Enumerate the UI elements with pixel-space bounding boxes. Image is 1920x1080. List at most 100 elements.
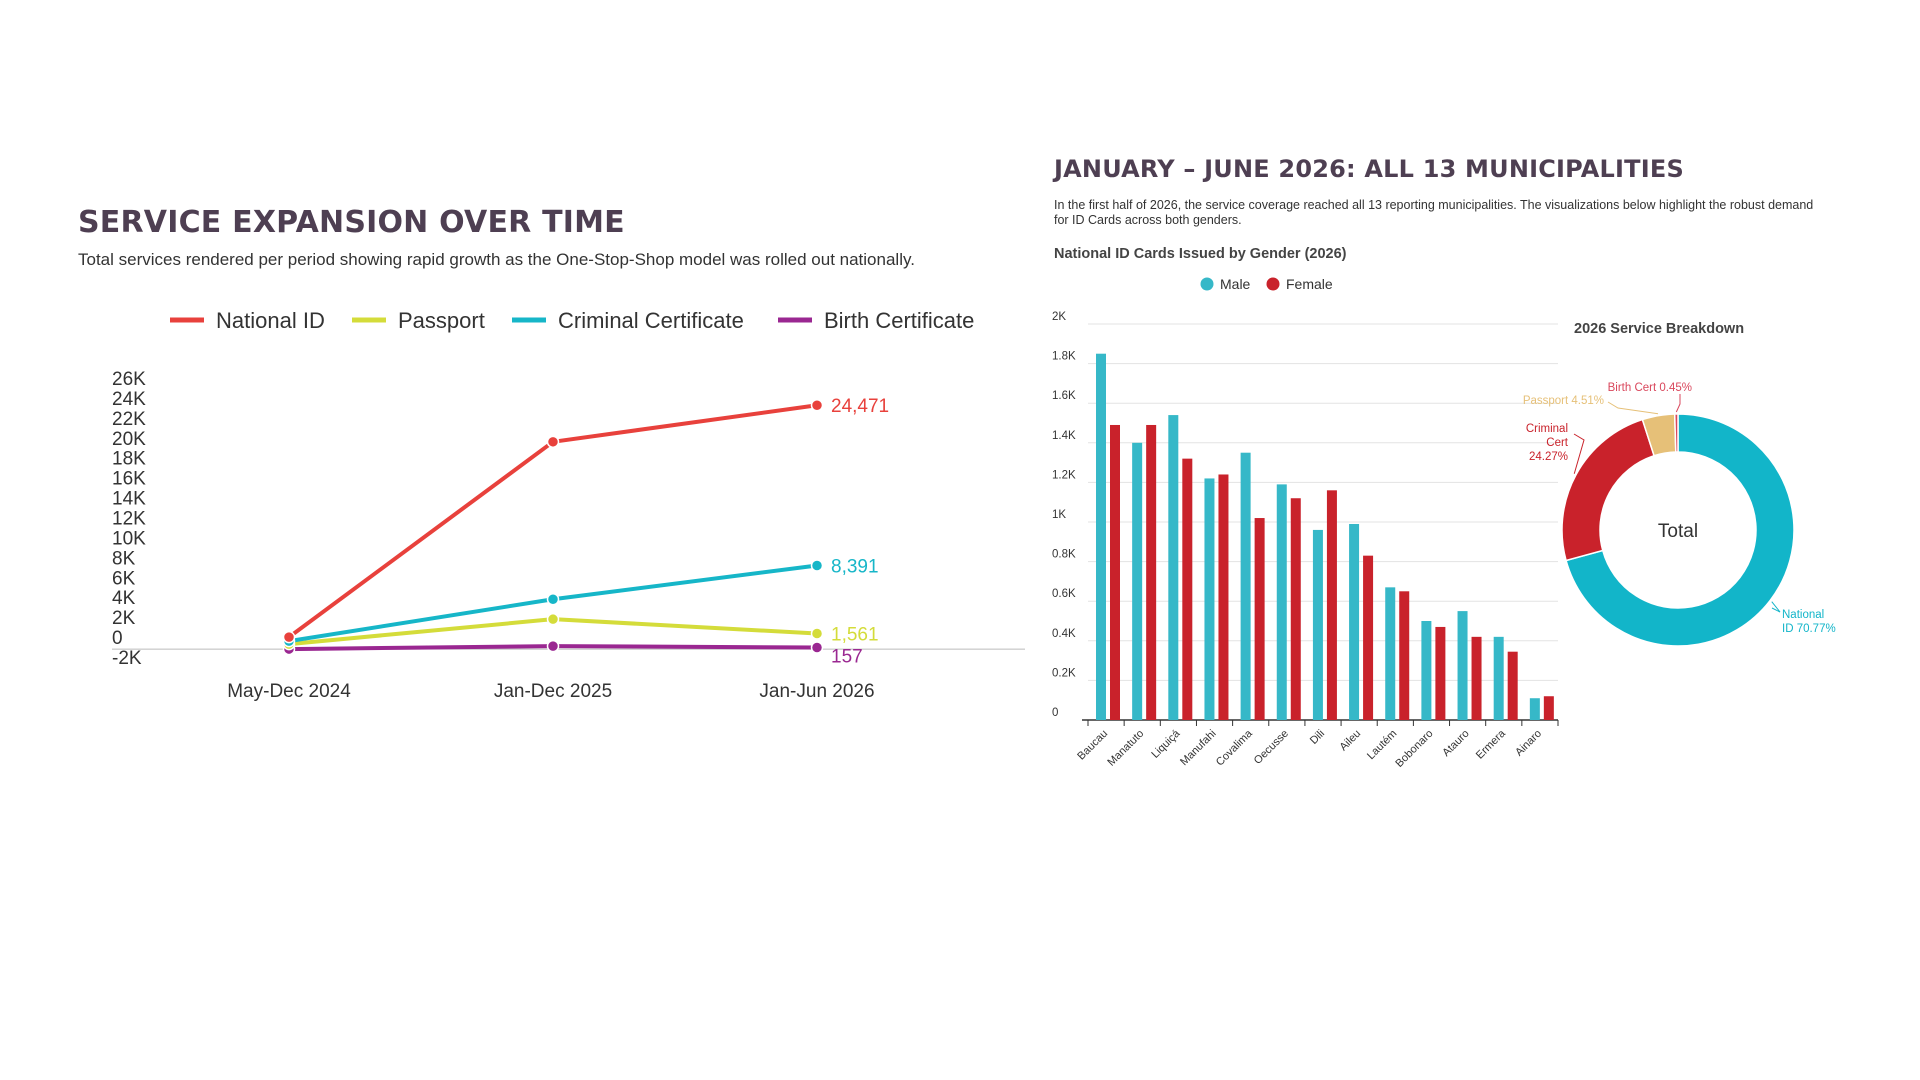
bar-female [1110,424,1120,720]
y-tick-label: 0.8K [1052,549,1076,561]
y-tick-label: 18K [112,449,146,470]
y-tick-label: 0.6K [1052,588,1076,600]
donut-slice [1565,413,1795,647]
y-tick-label: 12K [112,509,146,530]
slice-label-line: Cert [1546,437,1569,449]
bar-chart: Male Female 2K 1.8K 1.6K 1.4K 1.2K 1K 0.8K 0.6K 0.… [1052,276,1559,770]
x-tick-label: Dili [1308,728,1327,747]
bar-male [1240,452,1251,720]
y-tick-label: 0 [1052,707,1058,719]
slice-label: National ID 70.77% [1782,609,1836,635]
y-tick-label: 8K [112,548,136,569]
section-description: In the first half of 2026, the service c… [1054,198,1814,227]
bar-male [1529,698,1540,720]
legend-label: National ID [216,308,325,333]
label-leader-line [1771,601,1781,613]
y-tick-label: 2K [1052,311,1066,323]
y-tick-label: 1.4K [1052,430,1076,442]
slice-label-line: ID 70.77% [1782,623,1836,635]
bar-female [1471,636,1482,720]
data-point [810,627,824,640]
y-tick-label: 0.4K [1052,628,1076,640]
bar-female [1543,696,1554,720]
y-tick-label: 16K [112,469,146,490]
y-tick-label: 20K [112,429,146,450]
y-tick-label: 6K [112,568,136,589]
slice-label-line: Birth Cert 0.45% [1608,382,1692,394]
data-point [546,612,560,626]
x-tick-label: Ainaro [1513,728,1544,759]
donut-slice [1561,418,1656,562]
donut-slice [1673,413,1679,453]
bar-male [1493,636,1504,720]
y-tick-label: 2K [112,608,136,629]
x-tick-label: Jan-Dec 2025 [494,681,612,702]
donut-center-label: Total [1658,521,1698,542]
legend-dot [1266,277,1280,291]
slice-label: Birth Cert 0.45% [1608,382,1692,394]
end-data-label: 8,391 [831,556,879,577]
x-tick-label: May-Dec 2024 [227,681,351,702]
data-point [546,593,560,606]
bar-female [1435,626,1446,720]
bar-chart-title: National ID Cards Issued by Gender (2026… [1054,246,1347,262]
data-point [546,435,560,449]
bar-male [1168,415,1179,720]
slice-label-line: 24.27% [1529,451,1568,463]
y-tick-label: 1K [1052,509,1066,521]
legend-label: Criminal Certificate [558,308,744,333]
y-tick-label: 26K [112,369,146,390]
slice-label: Passport 4.51% [1523,395,1604,407]
bar-female [1507,651,1518,720]
data-point [810,641,824,654]
y-tick-label: 0.2K [1052,667,1076,679]
x-tick-label: Oecusse [1252,728,1291,767]
x-tick-label: Jan-Jun 2026 [759,681,874,702]
x-tick-label: Liquiçá [1149,727,1183,761]
line-chart: National ID Passport Criminal Certificate B… [112,308,1025,702]
y-tick-label: 0 [112,628,123,649]
legend-label: Female [1286,276,1333,292]
x-tick-label: Manatuto [1105,728,1146,769]
label-leader-line [1573,433,1585,474]
legend-label: Birth Certificate [824,308,974,333]
x-tick-label: Atauro [1440,728,1471,759]
slice-label: Criminal Cert 24.27% [1526,423,1569,463]
slice-label-line: Passport 4.51% [1523,395,1604,407]
x-tick-label: Baucau [1075,728,1110,763]
bar-female [1182,458,1193,720]
legend-label: Passport [398,308,485,333]
data-point [282,630,296,644]
data-point [810,559,824,572]
bar-male [1421,621,1432,720]
bar-male [1312,529,1323,720]
y-tick-label: 24K [112,389,146,410]
x-tick-label: Lautém [1365,728,1399,762]
y-tick-label: 14K [112,489,146,510]
x-tick-label: Manufahi [1178,728,1218,768]
y-tick-label: 4K [112,588,136,609]
label-leader-line [1675,394,1681,413]
y-tick-label: 22K [112,409,146,430]
bar-female [1363,555,1374,720]
bar-female [1218,474,1229,720]
data-point [546,639,560,653]
legend-dot [1200,277,1214,291]
bar-female [1326,490,1337,720]
bar-female [1290,498,1301,720]
legend-label: Male [1220,276,1251,292]
bar-male [1457,611,1468,720]
end-data-label: 24,471 [831,396,889,417]
y-tick-label: 1.2K [1052,469,1076,481]
bar-female [1254,518,1265,720]
bar-male [1385,587,1396,720]
section-title: JANUARY – JUNE 2026: ALL 13 MUNICIPALITI… [1054,155,1684,183]
end-data-label: 157 [831,647,863,668]
x-tick-label: Ermera [1474,727,1509,762]
donut-chart-title: 2026 Service Breakdown [1574,321,1745,337]
y-tick-label: 10K [112,528,146,549]
slice-label-line: National [1782,609,1824,621]
slice-label-line: Criminal [1526,423,1568,435]
y-tick-label: -2K [112,648,142,669]
bar-female [1399,591,1410,720]
